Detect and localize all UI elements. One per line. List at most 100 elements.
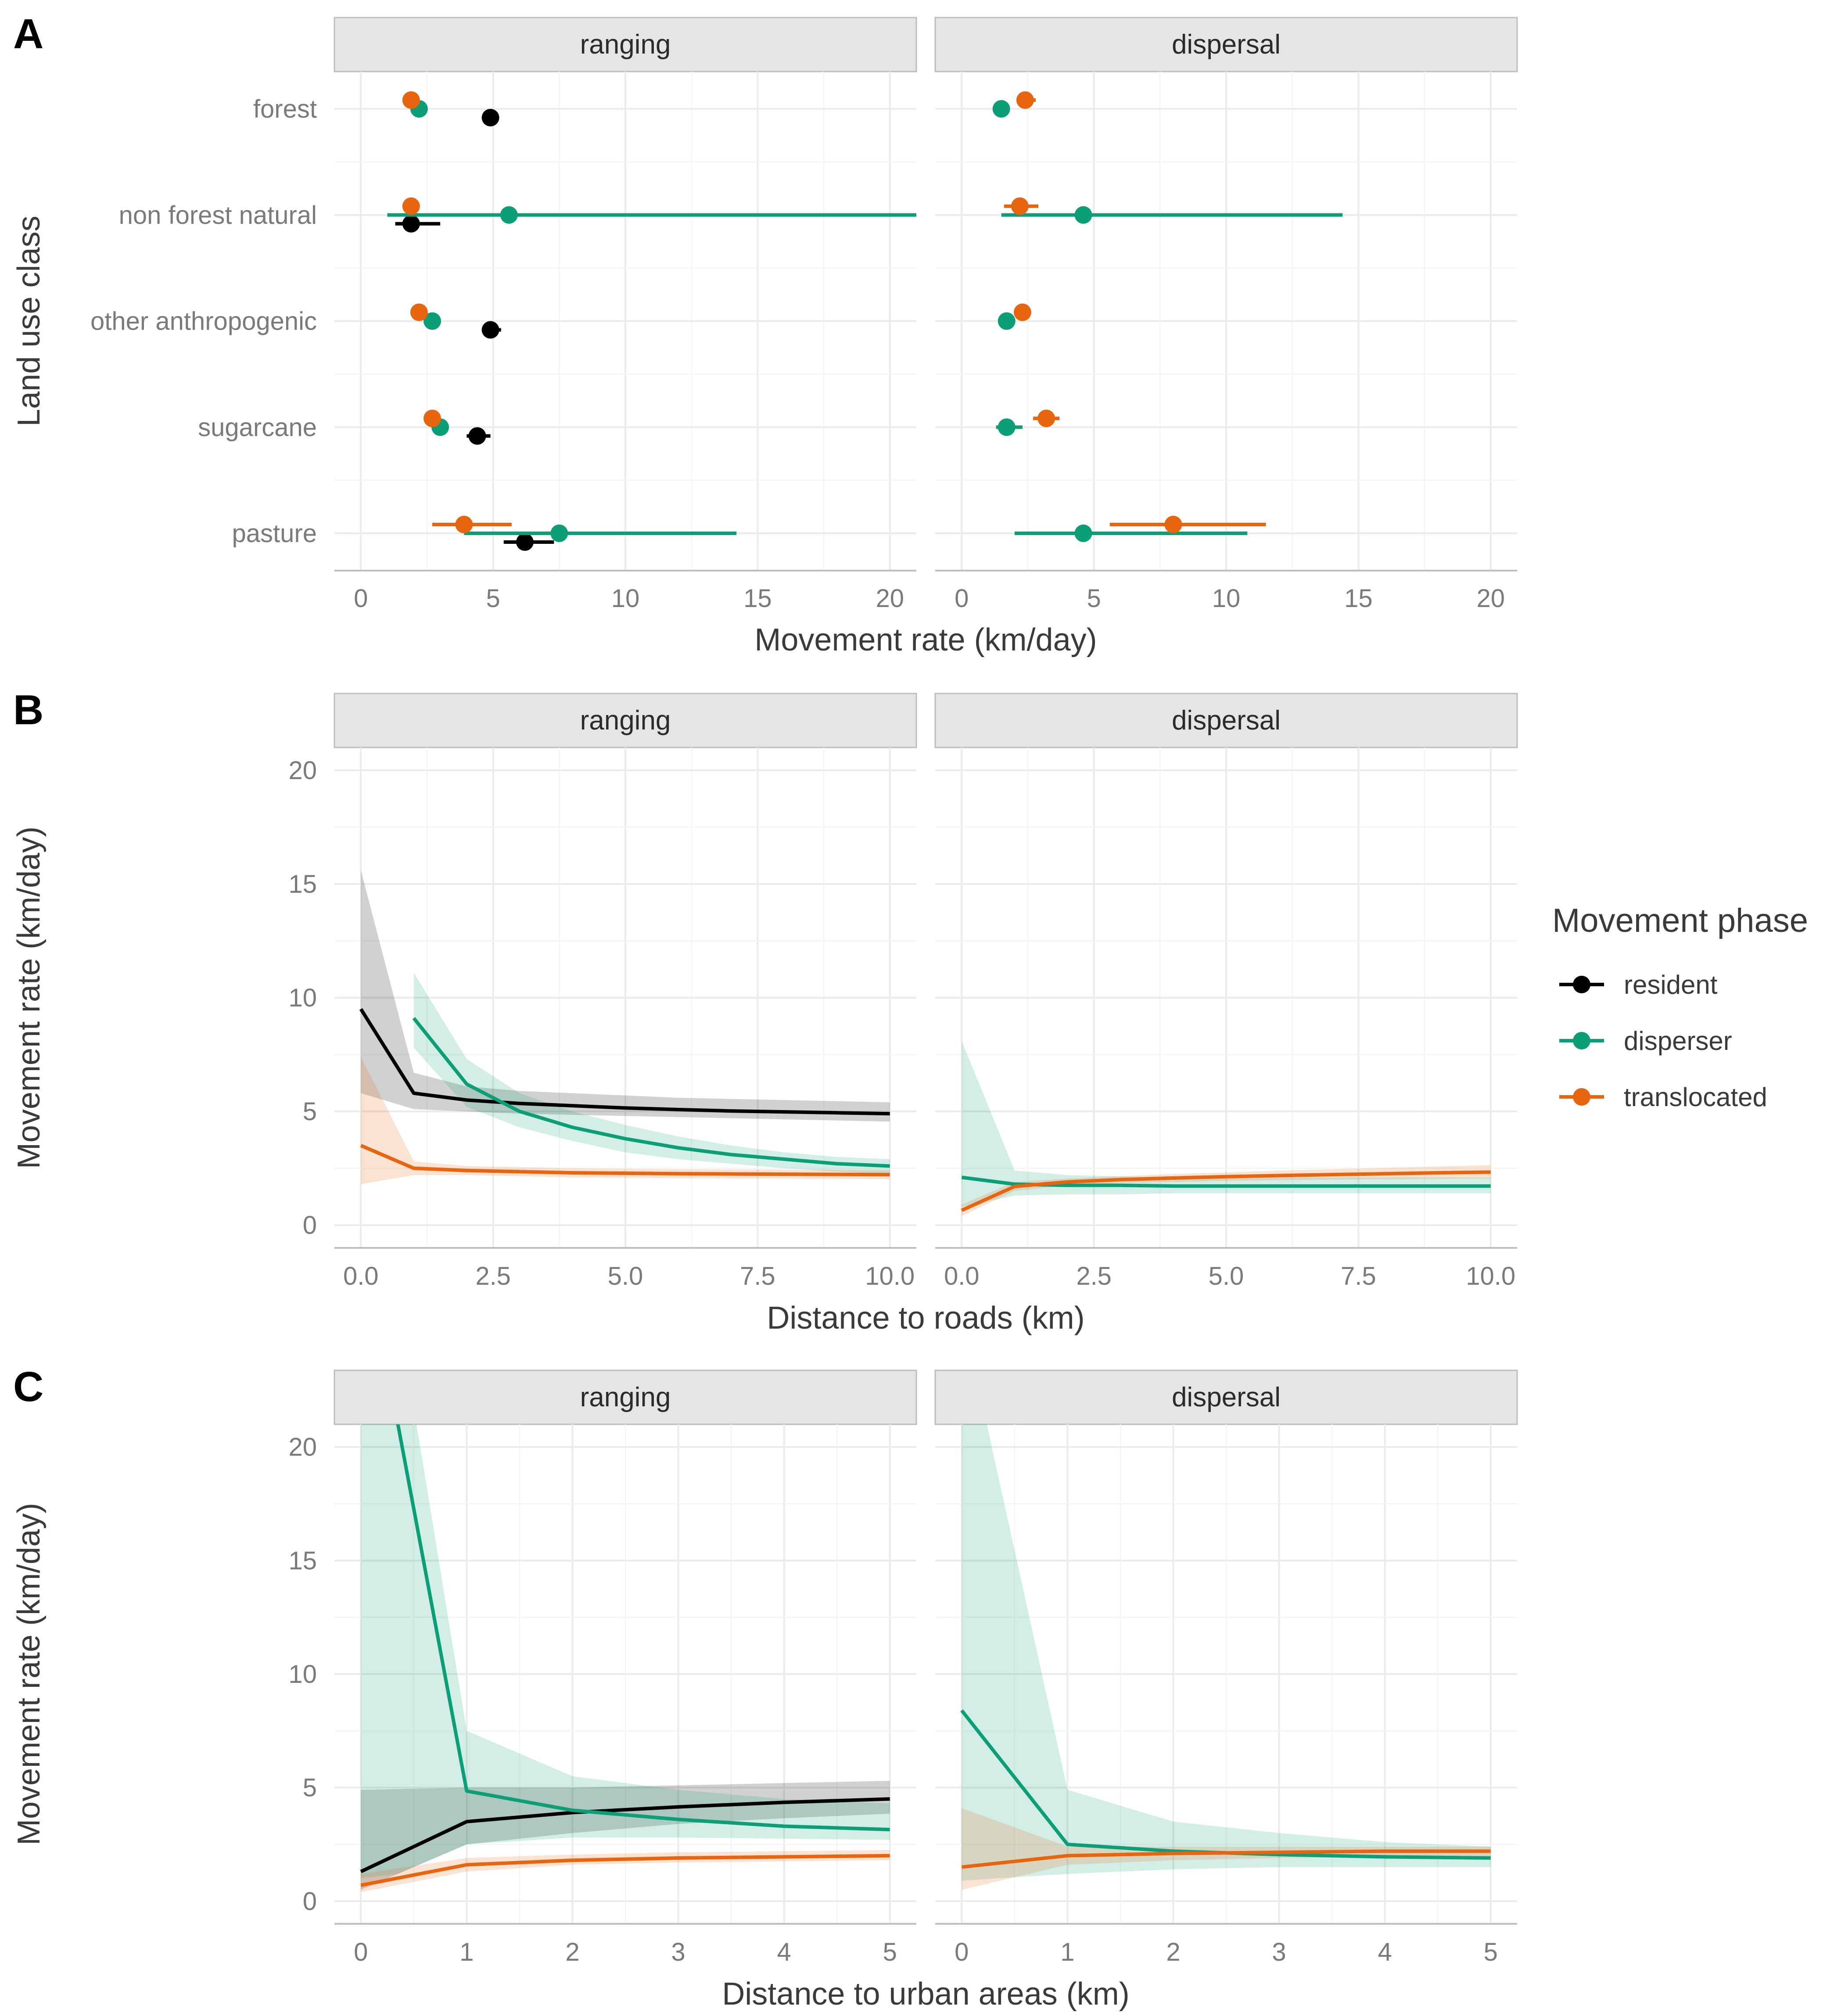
gridlines [334,1424,916,1924]
y-tick-label: 15 [288,870,317,898]
point-disperser [550,525,568,542]
x-tick-label: 4 [777,1938,791,1966]
ribbon-translocated [361,1057,890,1184]
facet-strip [934,693,1518,748]
x-tick-label: 10 [611,584,640,613]
point-translocated [1013,303,1031,321]
x-tick-label: 15 [743,584,772,613]
point-resident [481,321,499,339]
facet-strip [934,17,1518,72]
point-disperser [500,206,518,224]
y-tick-label: 0 [303,1211,317,1240]
x-tick-label: 2 [565,1938,579,1966]
facet-strip [934,1369,1518,1425]
y-tick-label: pasture [232,519,317,548]
legend: Movement phase resident disperser transloca… [1552,902,1808,1112]
x-axis-title: Movement rate (km/day) [754,622,1097,658]
x-tick-label: 0 [354,1938,368,1966]
point-resident [402,215,420,233]
line-translocated [360,1144,890,1177]
legend-label-translocated: translocated [1624,1082,1767,1112]
point-disperser [1074,525,1092,542]
y-tick-label: 10 [288,984,317,1012]
point-disperser [998,418,1016,436]
ribbon-disperser [361,1424,890,1879]
line-translocated [360,1854,890,1887]
y-tick-label: 20 [288,756,317,785]
point-resident [516,533,534,551]
point-resident [481,109,499,126]
point-translocated [410,303,428,321]
facet-strip [334,17,917,72]
facet-strip-label: dispersal [1172,1382,1281,1412]
x-tick-label: 1 [1060,1938,1074,1966]
y-tick-label: non forest natural [119,201,317,230]
ribbon-resident [361,1781,890,1890]
facet-b-dispersal: dispersal 0.0 2.5 5.0 7.5 10.0 [934,693,1518,1290]
facet-c-ranging: ranging 0 1 2 3 4 5 0 5 10 15 20 [288,1369,917,1966]
y-axis-title: Land use class [11,216,47,426]
point-translocated [1011,197,1029,215]
x-tick-label: 2.5 [475,1262,511,1290]
y-tick-label: 0 [303,1887,317,1915]
ribbon-translocated [361,1850,890,1892]
line-translocated [961,1849,1491,1869]
legend-key-point-translocated [1573,1088,1590,1106]
panel-letter-c: C [13,1363,43,1410]
gridlines [935,747,1517,1248]
point-translocated [402,197,420,215]
y-tick-label: 5 [303,1097,317,1126]
x-tick-label: 5.0 [1209,1262,1244,1290]
legend-label-resident: resident [1624,970,1718,999]
x-axis-title: Distance to urban areas (km) [722,1976,1129,2012]
line-disperser [412,1017,890,1168]
data-marks [992,91,1343,542]
line-resident [359,1008,890,1116]
facet-strip-label: ranging [580,705,671,736]
point-translocated [1164,516,1182,533]
x-tick-label: 10.0 [865,1262,915,1290]
facet-strip-label: ranging [580,29,671,60]
x-tick-label: 1 [459,1938,474,1966]
y-axis-title: Movement rate (km/day) [11,827,47,1169]
point-translocated [1037,410,1055,428]
y-tick-label: 20 [288,1433,317,1462]
y-axis-title: Movement rate (km/day) [11,1503,47,1845]
x-tick-label: 5.0 [608,1262,643,1290]
ribbon-resident [361,870,890,1122]
point-resident [468,427,486,445]
x-tick-label: 7.5 [1341,1262,1376,1290]
gridlines [334,72,916,571]
line-disperser [396,1424,890,1832]
facet-strip-label: dispersal [1172,29,1281,60]
x-tick-label: 15 [1344,584,1373,613]
x-tick-label: 0 [955,584,969,613]
line-resident [360,1797,890,1873]
facet-strip [334,1369,917,1425]
y-tick-label: 15 [288,1546,317,1575]
point-disperser [424,312,441,330]
line-translocated [961,1170,1491,1212]
x-tick-label: 3 [671,1938,685,1966]
x-tick-label: 20 [1476,584,1505,613]
x-tick-label: 5 [1087,584,1101,613]
facet-c-dispersal: dispersal 0 1 2 3 4 5 [934,1369,1518,1966]
point-disperser [1074,206,1092,224]
ribbon-translocated [962,1808,1491,1890]
ribbon-translocated [962,1165,1491,1216]
point-translocated [1016,91,1034,109]
point-translocated [424,410,441,428]
facet-b-ranging: ranging 0.0 2.5 5.0 7.5 10.0 0 5 10 15 20 [288,693,917,1290]
gridlines [935,1424,1517,1924]
x-tick-label: 5 [1484,1938,1498,1966]
data-marks [387,91,916,551]
x-tick-label: 4 [1378,1938,1392,1966]
x-tick-label: 10.0 [1466,1262,1515,1290]
x-tick-label: 0.0 [944,1262,980,1290]
x-axis-title: Distance to roads (km) [767,1301,1084,1336]
y-tick-label: 10 [288,1660,317,1689]
facet-strip-label: dispersal [1172,705,1281,736]
